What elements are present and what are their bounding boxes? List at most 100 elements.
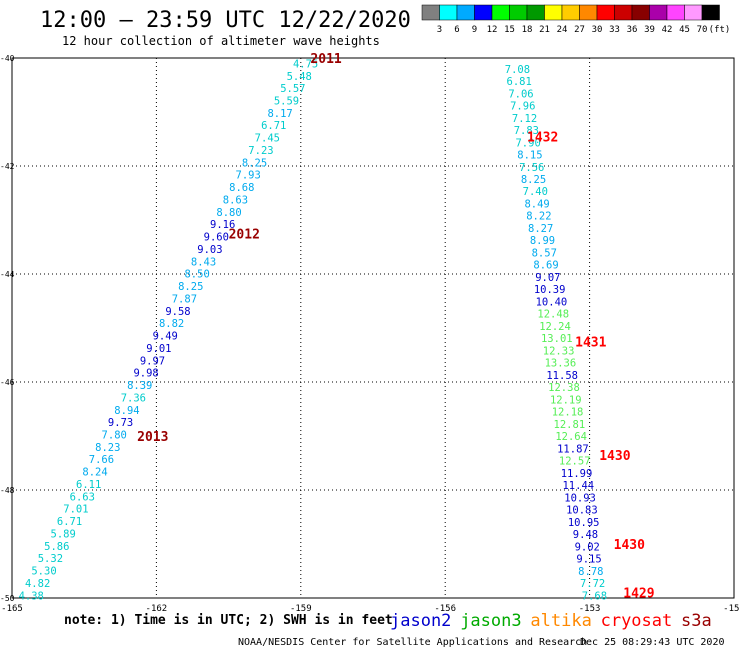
y-axis-ticks: -40 -42 -44 -46 -48 -50 [0,54,15,603]
wave-height-value: 7.40 [523,186,548,198]
wave-height-value: 8.27 [528,223,553,235]
wave-height-value: 8.63 [223,194,248,206]
colorbar-label: 6 [454,25,459,35]
colorbar-label: 39 [644,25,655,35]
wave-height-value: 8.68 [229,182,254,194]
colorbar-swatch [561,4,580,21]
wave-height-value: 9.73 [108,417,133,429]
satellite-legend: jason2 jason3 altika cryosat s3a [390,611,712,631]
wave-height-value: 9.03 [197,244,222,256]
footer-credit: NOAA/NESDIS Center for Satellite Applica… [238,637,587,648]
wave-height-value: 8.24 [82,467,107,479]
legend-item: jason2 [390,611,451,631]
colorbar-swatch [684,4,703,21]
wave-height-value: 6.81 [507,76,532,88]
wave-height-value: 7.68 [582,590,607,602]
wave-height-value: 5.30 [31,566,56,578]
wave-height-value: 7.72 [580,578,605,590]
y-tick-label: -42 [0,162,15,171]
wave-height-value: 6.63 [70,491,95,503]
colorbar-label: 18 [522,25,533,35]
wave-height-value: 10.93 [564,492,596,504]
wave-height-value: 11.87 [557,443,589,455]
time-label: 1432 [527,130,558,145]
wave-height-value: 8.80 [216,207,241,219]
wave-height-value: 12.24 [539,321,571,333]
wave-height-value: 8.57 [532,247,557,259]
wave-height-value: 4.75 [293,58,318,70]
wave-height-value: 7.45 [255,133,280,145]
legend-item: jason3 [460,611,521,631]
colorbar-swatch [421,4,440,21]
wave-height-value: 7.08 [505,64,530,76]
wave-height-value: 4.82 [25,578,50,590]
wave-height-value: 7.06 [508,88,533,100]
colorbar-label: 12 [487,25,498,35]
x-tick-label: -153 [579,604,601,614]
wave-height-value: 12.33 [543,345,575,357]
colorbar-label: 15 [504,25,515,35]
wave-height-value: 8.22 [526,211,551,223]
wave-height-value: 7.96 [510,101,535,113]
colorbar-swatch [596,4,615,21]
chart-title: 12:00 – 23:59 UTC 12/22/2020 [40,8,411,33]
colorbar-swatch [456,4,475,21]
wave-height-value: 12.81 [554,419,586,431]
wave-height-value: 7.90 [515,137,540,149]
wave-height-value: 9.16 [210,219,235,231]
wave-height-value: 5.48 [287,71,312,83]
wave-height-value: 7.01 [63,504,88,516]
wave-height-value: 8.78 [578,566,603,578]
time-label: 1431 [575,336,606,351]
wave-height-value: 8.94 [114,405,139,417]
wave-height-value: 11.99 [561,468,593,480]
y-tick-label: -46 [0,378,15,387]
wave-height-value: 13.36 [545,358,577,370]
colorbar-swatch [474,4,493,21]
wave-height-value: 7.56 [519,162,544,174]
wave-height-value: 7.80 [102,429,127,441]
wave-height-value: 10.95 [568,517,600,529]
colorbar-label: 45 [679,25,690,35]
y-tick-label: -44 [0,270,15,279]
wave-height-value: 9.02 [575,541,600,553]
legend-item: altika [530,611,591,631]
time-label: 1430 [614,538,645,553]
x-tick-label: -159 [290,604,312,614]
wave-height-value: 7.23 [248,145,273,157]
wave-height-value: 12.48 [537,309,569,321]
legend-item: s3a [681,611,712,631]
chart-subtitle: 12 hour collection of altimeter wave hei… [62,34,380,48]
y-tick-label: -40 [0,54,15,63]
colorbar-label: 27 [574,25,585,35]
wave-height-value: 8.43 [191,256,216,268]
wave-height-value: 7.83 [514,125,539,137]
wave-height-value: 9.48 [573,529,598,541]
colorbar-swatch [579,4,598,21]
legend-item: cryosat [601,611,673,631]
x-tick-label: -156 [434,604,456,614]
wave-height-value: 11.44 [562,480,594,492]
footer-timestamp: Dec 25 08:29:43 UTC 2020 [580,637,725,648]
colorbar-label: 30 [592,25,603,35]
colorbar-label: 42 [662,25,673,35]
y-tick-label: -48 [0,486,15,495]
wave-height-value: 9.01 [146,343,171,355]
colorbar-label: (ft) [709,25,731,35]
colorbar-label: 24 [557,25,568,35]
wave-height-value: 8.25 [242,157,267,169]
colorbar-swatch [701,4,720,21]
wave-height-value: 9.98 [133,368,158,380]
colorbar-swatch [509,4,528,21]
x-axis-ticks: -165 -162 -159 -156 -153 -150 [1,604,740,614]
wave-height-value: 12.38 [548,382,580,394]
wave-height-value: 9.97 [140,355,165,367]
time-label: 2012 [229,228,260,243]
wave-height-value: 10.83 [566,505,598,517]
colorbar-swatch [439,4,458,21]
colorbar-swatch [491,4,510,21]
wave-height-value: 9.07 [535,272,560,284]
wave-height-value: 12.19 [550,394,582,406]
wave-height-value: 7.66 [89,454,114,466]
